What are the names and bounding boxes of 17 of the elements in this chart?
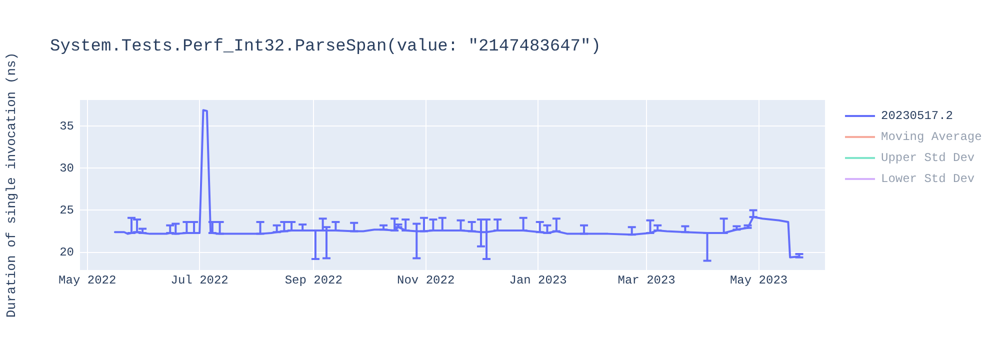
- x-tick-label: Jul 2022: [170, 273, 228, 288]
- y-tick-label: 25: [60, 203, 74, 218]
- legend-label: 20230517.2: [881, 109, 954, 124]
- x-tick-label: Mar 2023: [618, 273, 676, 288]
- legend-label: Moving Average: [881, 130, 982, 144]
- chart-title: System.Tests.Perf_Int32.ParseSpan(value: "2147483647"): [50, 38, 601, 56]
- x-tick-label: May 2023: [730, 273, 788, 288]
- y-tick-label: 35: [60, 119, 74, 134]
- y-axis-title: Duration of single invocation (ns): [4, 52, 20, 318]
- x-tick-label: Sep 2022: [284, 273, 342, 288]
- y-tick-label: 30: [60, 161, 74, 176]
- y-tick-label: 20: [60, 246, 74, 260]
- x-tick-label: Nov 2022: [397, 273, 455, 288]
- x-tick-label: May 2022: [58, 273, 116, 288]
- legend-label: Upper Std Dev: [881, 151, 975, 166]
- legend-label: Lower Std Dev: [881, 172, 975, 186]
- x-tick-label: Jan 2023: [509, 273, 567, 288]
